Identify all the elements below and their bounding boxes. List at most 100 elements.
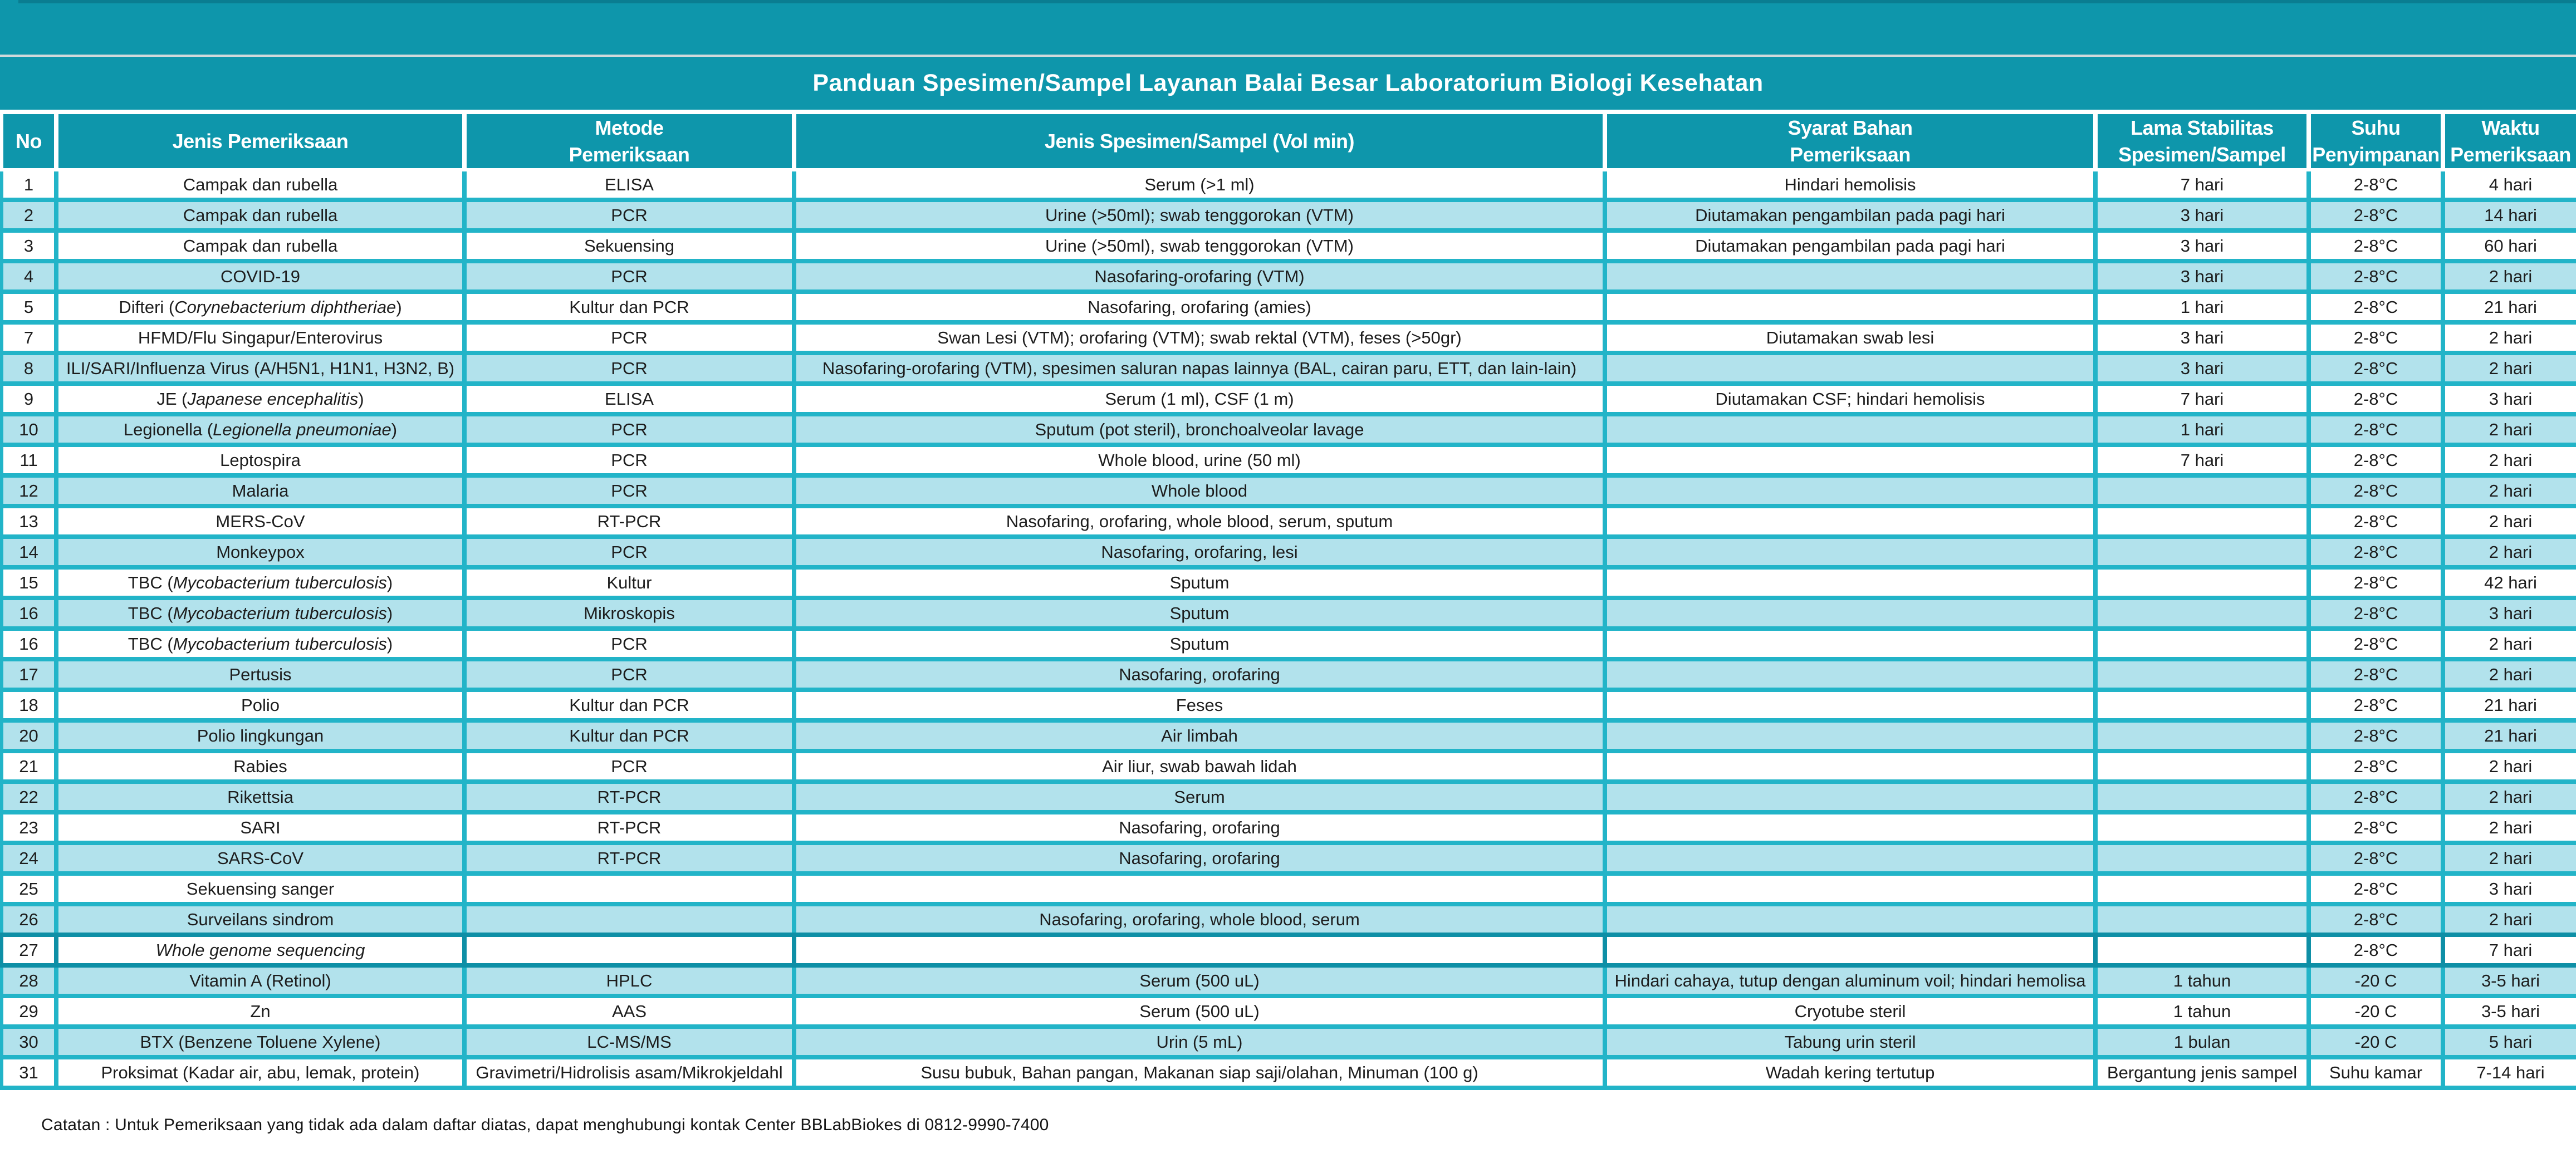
cell-metode-pemeriksaan: ELISA	[467, 171, 792, 198]
row-separator	[0, 1055, 2576, 1059]
cell-no: 8	[3, 355, 54, 381]
row-separator	[0, 1024, 2576, 1029]
cell-syarat-bahan	[1607, 263, 2093, 289]
cell-no: 20	[3, 723, 54, 749]
row-separator	[0, 228, 2576, 233]
cell-metode-pemeriksaan: PCR	[467, 447, 792, 473]
cell-syarat-bahan	[1607, 784, 2093, 810]
cell-syarat-bahan	[1607, 692, 2093, 718]
cell-metode-pemeriksaan: RT-PCR	[467, 845, 792, 871]
cell-lama-stabilitas: Bergantung jenis sampel	[2098, 1059, 2306, 1086]
cell-waktu-pemeriksaan: 3-5 hari	[2445, 968, 2576, 994]
cell-syarat-bahan	[1607, 570, 2093, 596]
cell-lama-stabilitas: 7 hari	[2098, 386, 2306, 412]
cell-suhu-penyimpanan: 2-8°C	[2311, 661, 2441, 688]
cell-syarat-bahan	[1607, 539, 2093, 565]
cell-no: 26	[3, 906, 54, 933]
page-title: Panduan Spesimen/Sampel Layanan Balai Be…	[812, 70, 1764, 96]
cell-suhu-penyimpanan: 2-8°C	[2311, 814, 2441, 841]
cell-jenis-spesimen: Nasofaring, orofaring	[796, 661, 1603, 688]
cell-no: 30	[3, 1029, 54, 1055]
row-separator	[0, 718, 2576, 723]
row-separator	[0, 412, 2576, 416]
column-header-jenis-spesimen: Jenis Spesimen/Sampel (Vol min)	[796, 114, 1603, 168]
cell-no: 1	[3, 171, 54, 198]
row-separator	[0, 504, 2576, 508]
cell-jenis-spesimen: Nasofaring, orofaring (amies)	[796, 294, 1603, 320]
cell-suhu-penyimpanan: 2-8°C	[2311, 906, 2441, 933]
cell-syarat-bahan	[1607, 631, 2093, 657]
cell-suhu-penyimpanan: -20 C	[2311, 998, 2441, 1024]
cell-syarat-bahan	[1607, 814, 2093, 841]
cell-suhu-penyimpanan: Suhu kamar	[2311, 1059, 2441, 1086]
cell-no: 9	[3, 386, 54, 412]
cell-waktu-pemeriksaan: 2 hari	[2445, 263, 2576, 289]
cell-lama-stabilitas	[2098, 631, 2306, 657]
cell-syarat-bahan	[1607, 478, 2093, 504]
cell-metode-pemeriksaan: PCR	[467, 631, 792, 657]
cell-waktu-pemeriksaan: 3 hari	[2445, 876, 2576, 902]
table-row: 15 TBC (Mycobacterium tuberculosis) Kult…	[0, 570, 2576, 596]
cell-metode-pemeriksaan: PCR	[467, 753, 792, 779]
cell-suhu-penyimpanan: 2-8°C	[2311, 539, 2441, 565]
table-row: 22 Rikettsia RT-PCR Serum 2-8°C 2 hari	[0, 784, 2576, 810]
cell-no: 25	[3, 876, 54, 902]
cell-metode-pemeriksaan: Kultur dan PCR	[467, 294, 792, 320]
cell-syarat-bahan: Hindari cahaya, tutup dengan aluminum vo…	[1607, 968, 2093, 994]
table-row: 7 HFMD/Flu Singapur/Enterovirus PCR Swan…	[0, 325, 2576, 351]
cell-jenis-spesimen	[796, 876, 1603, 902]
cell-suhu-penyimpanan: 2-8°C	[2311, 508, 2441, 534]
cell-lama-stabilitas	[2098, 570, 2306, 596]
cell-no: 22	[3, 784, 54, 810]
cell-jenis-pemeriksaan: SARI	[58, 814, 462, 841]
table-row: 13 MERS-CoV RT-PCR Nasofaring, orofaring…	[0, 508, 2576, 534]
cell-no: 16	[3, 631, 54, 657]
cell-syarat-bahan	[1607, 294, 2093, 320]
table-row: 8 ILI/SARI/Influenza Virus (A/H5N1, H1N1…	[0, 355, 2576, 381]
table-row: 31 Proksimat (Kadar air, abu, lemak, pro…	[0, 1059, 2576, 1086]
column-header-no: No	[3, 114, 54, 168]
cell-lama-stabilitas	[2098, 753, 2306, 779]
cell-suhu-penyimpanan: 2-8°C	[2311, 202, 2441, 228]
table-row: 16 TBC (Mycobacterium tuberculosis) Mikr…	[0, 600, 2576, 626]
cell-jenis-spesimen	[796, 937, 1603, 963]
cell-no: 27	[3, 937, 54, 963]
cell-suhu-penyimpanan: 2-8°C	[2311, 723, 2441, 749]
table-row: 29 Zn AAS Serum (500 uL) Cryotube steril…	[0, 998, 2576, 1024]
table-row: 20 Polio lingkungan Kultur dan PCR Air l…	[0, 723, 2576, 749]
cell-waktu-pemeriksaan: 2 hari	[2445, 814, 2576, 841]
row-separator	[0, 473, 2576, 478]
cell-jenis-pemeriksaan: Difteri (Corynebacterium diphtheriae)	[58, 294, 462, 320]
cell-waktu-pemeriksaan: 2 hari	[2445, 753, 2576, 779]
table-row: 24 SARS-CoV RT-PCR Nasofaring, orofaring…	[0, 845, 2576, 871]
cell-suhu-penyimpanan: 2-8°C	[2311, 263, 2441, 289]
cell-lama-stabilitas: 1 tahun	[2098, 968, 2306, 994]
cell-no: 23	[3, 814, 54, 841]
cell-syarat-bahan	[1607, 723, 2093, 749]
top-banner-band	[0, 0, 2576, 55]
footer-note: Catatan : Untuk Pemeriksaan yang tidak a…	[41, 1116, 1049, 1134]
cell-suhu-penyimpanan: 2-8°C	[2311, 478, 2441, 504]
cell-waktu-pemeriksaan: 60 hari	[2445, 233, 2576, 259]
row-separator	[0, 994, 2576, 998]
cell-suhu-penyimpanan: 2-8°C	[2311, 355, 2441, 381]
row-separator	[0, 871, 2576, 876]
cell-lama-stabilitas: 1 hari	[2098, 416, 2306, 443]
cell-jenis-spesimen: Nasofaring, orofaring, whole blood, seru…	[796, 508, 1603, 534]
cell-lama-stabilitas: 1 bulan	[2098, 1029, 2306, 1055]
cell-jenis-pemeriksaan: Rikettsia	[58, 784, 462, 810]
cell-syarat-bahan	[1607, 447, 2093, 473]
cell-waktu-pemeriksaan: 2 hari	[2445, 325, 2576, 351]
cell-no: 29	[3, 998, 54, 1024]
cell-jenis-pemeriksaan: Rabies	[58, 753, 462, 779]
column-header-metode-pemeriksaan: Metode Pemeriksaan	[467, 114, 792, 168]
table-row: 27 Whole genome sequencing 2-8°C 7 hari	[0, 937, 2576, 963]
cell-lama-stabilitas	[2098, 845, 2306, 871]
table-row: 11 Leptospira PCR Whole blood, urine (50…	[0, 447, 2576, 473]
cell-waktu-pemeriksaan: 4 hari	[2445, 171, 2576, 198]
row-separator	[0, 259, 2576, 263]
cell-jenis-spesimen: Sputum	[796, 600, 1603, 626]
cell-syarat-bahan	[1607, 416, 2093, 443]
table-row: 12 Malaria PCR Whole blood 2-8°C 2 hari	[0, 478, 2576, 504]
table-body: 1 Campak dan rubella ELISA Serum (>1 ml)…	[0, 171, 2576, 1090]
